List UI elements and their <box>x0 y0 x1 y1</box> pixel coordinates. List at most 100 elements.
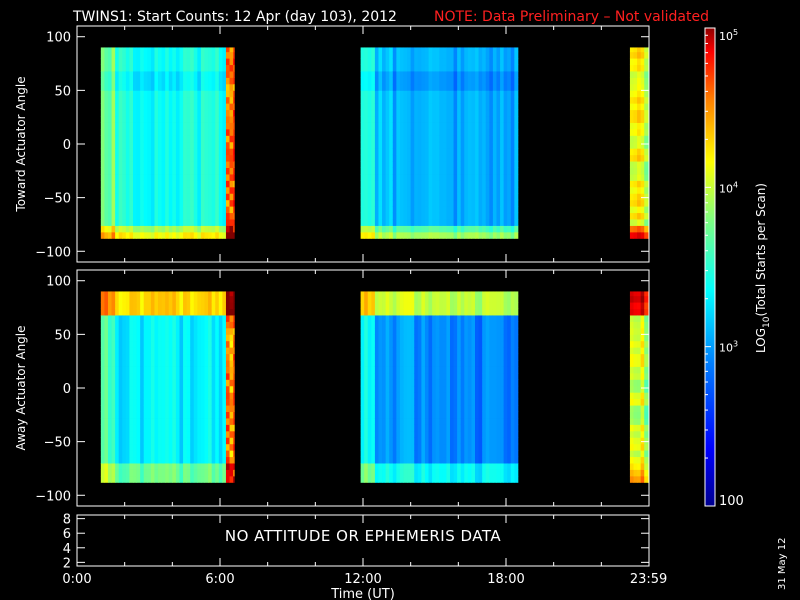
heatmap-cell <box>204 47 209 53</box>
heatmap-cell <box>150 96 155 104</box>
heatmap-cell <box>453 77 458 85</box>
heatmap-cell <box>374 430 379 438</box>
heatmap-cell <box>133 174 137 181</box>
heatmap-cell <box>133 469 137 477</box>
heatmap-cell <box>175 347 180 355</box>
heatmap-cell <box>200 96 205 104</box>
heatmap-cell <box>446 199 451 207</box>
heatmap-cell <box>460 186 465 194</box>
heatmap-cell <box>467 385 472 393</box>
heatmap-cell <box>492 398 497 406</box>
heatmap-cell <box>464 103 469 111</box>
heatmap-cell <box>147 385 152 393</box>
heatmap-cell <box>417 193 422 201</box>
heatmap-cell <box>158 83 162 91</box>
heatmap-cell <box>190 430 195 438</box>
heatmap-cell <box>389 206 394 214</box>
heatmap-cell <box>229 122 234 130</box>
heatmap-cell <box>172 180 177 188</box>
heatmap-cell <box>453 199 458 207</box>
heatmap-cell <box>371 321 376 329</box>
heatmap-cell <box>492 83 497 91</box>
heatmap-cell <box>414 353 419 361</box>
heatmap-cell <box>364 321 369 329</box>
heatmap-cell <box>172 206 177 214</box>
heatmap-cell <box>435 51 440 59</box>
heatmap-cell <box>197 430 202 438</box>
heatmap-cell <box>129 366 134 374</box>
heatmap-cell <box>225 315 230 322</box>
heatmap-cell <box>407 199 412 207</box>
heatmap-cell <box>633 122 638 130</box>
heatmap-cell <box>482 51 487 59</box>
heatmap-cell <box>229 469 234 477</box>
heatmap-cell <box>514 64 519 72</box>
heatmap-cell <box>385 321 390 329</box>
heatmap-cell <box>457 392 462 400</box>
heatmap-cell <box>364 327 369 335</box>
heatmap-cell <box>410 398 415 406</box>
heatmap-cell <box>193 174 198 181</box>
heatmap-cell <box>133 103 137 111</box>
heatmap-cell <box>489 47 494 53</box>
heatmap-cell <box>115 295 120 303</box>
heatmap-cell <box>140 180 145 188</box>
heatmap-cell <box>514 103 519 111</box>
heatmap-cell <box>104 186 109 194</box>
heatmap-cell <box>147 122 152 130</box>
heatmap-cell <box>478 64 483 72</box>
heatmap-cell <box>378 58 383 66</box>
heatmap-cell <box>143 186 148 194</box>
heatmap-cell <box>432 135 437 143</box>
heatmap-cell <box>100 469 105 477</box>
heatmap-cell <box>215 308 220 316</box>
heatmap-cell <box>503 90 508 98</box>
heatmap-cell <box>208 103 213 111</box>
heatmap-cell <box>233 51 235 59</box>
heatmap-cell <box>129 64 134 72</box>
heatmap-cell <box>428 398 433 406</box>
heatmap-cell <box>374 167 379 175</box>
heatmap-cell <box>136 437 141 445</box>
heatmap-cell <box>204 366 209 374</box>
heatmap-cell <box>460 450 465 458</box>
heatmap-cell <box>208 405 213 412</box>
heatmap-cell <box>125 161 130 168</box>
heatmap-cell <box>111 180 116 188</box>
heatmap-cell <box>407 186 412 194</box>
heatmap-cell <box>396 327 401 335</box>
heatmap-cell <box>633 199 638 207</box>
heatmap-cell <box>449 302 454 310</box>
heatmap-cell <box>147 77 152 85</box>
heatmap-cell <box>158 360 162 367</box>
heatmap-cell <box>637 161 642 168</box>
heatmap-cell <box>464 231 469 239</box>
heatmap-cell <box>392 96 397 104</box>
heatmap-cell <box>129 225 134 233</box>
heatmap-cell <box>100 366 105 374</box>
heatmap-cell <box>629 167 634 175</box>
heatmap-cell <box>417 154 422 162</box>
heatmap-cell <box>211 385 216 393</box>
heatmap-cell <box>485 475 490 483</box>
heatmap-cell <box>197 424 202 432</box>
heatmap-cell <box>467 64 472 72</box>
heatmap-cell <box>644 193 649 201</box>
heatmap-cell <box>644 219 649 226</box>
heatmap-cell <box>446 90 451 98</box>
heatmap-cell <box>467 360 472 367</box>
heatmap-cell <box>200 430 205 438</box>
heatmap-cell <box>378 302 383 310</box>
heatmap-cell <box>100 167 105 175</box>
heatmap-cell <box>449 340 454 348</box>
heatmap-cell <box>489 398 494 406</box>
heatmap-cell <box>503 167 508 175</box>
heatmap-cell <box>435 321 440 329</box>
heatmap-cell <box>385 327 390 335</box>
heatmap-cell <box>644 96 649 104</box>
heatmap-cell <box>104 308 109 316</box>
heatmap-cell <box>371 116 376 123</box>
heatmap-cell <box>190 411 195 419</box>
heatmap-cell <box>467 437 472 445</box>
heatmap-cell <box>410 174 415 181</box>
